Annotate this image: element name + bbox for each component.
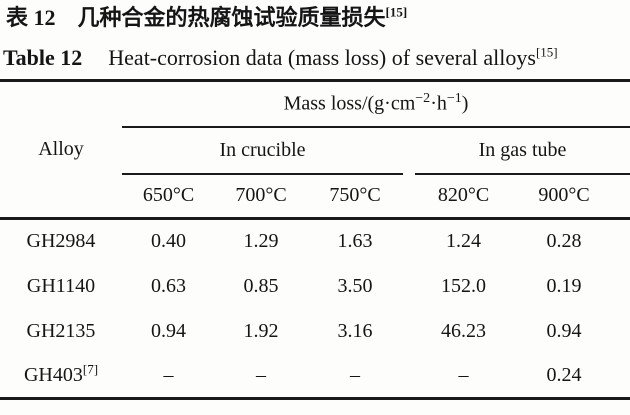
alloy-name: GH2135 (26, 319, 96, 342)
header-row-temperatures: 650°C 700°C 750°C 820°C 900°C (0, 173, 630, 220)
value-cell: – (458, 363, 469, 386)
unit-text: ) (461, 93, 469, 116)
group-gap-spacer (403, 127, 415, 174)
table-row-gh1140: GH1140 0.63 0.85 3.50 152.0 0.19 (0, 264, 630, 309)
column-header-820c: 820°C (415, 173, 512, 220)
column-header-mass-loss-unit: Mass loss/(g·cm−2·h−1) (122, 80, 630, 128)
table-number-zh: 表 12 (6, 5, 56, 30)
alloy-ref: [7] (82, 361, 99, 377)
group-gap-spacer (403, 173, 415, 220)
value-cell: 0.19 (546, 274, 582, 297)
value-cell: – (350, 363, 360, 386)
unit-text: Mass loss/(g·cm (283, 93, 416, 116)
table-row-gh2984: GH2984 0.40 1.29 1.63 1.24 0.28 (0, 219, 630, 264)
value-cell: 0.40 (151, 230, 186, 253)
value-cell: 0.94 (151, 319, 186, 342)
unit-exponent: −2 (415, 91, 431, 107)
value-cell: 46.23 (441, 319, 486, 342)
alloy-name: GH2984 (26, 230, 96, 253)
value-cell: 3.50 (337, 274, 373, 297)
table-caption-en-text: Heat-corrosion data (mass loss) of sever… (108, 45, 536, 70)
table-caption-zh-text: 几种合金的热腐蚀试验质量损失 (77, 5, 386, 30)
column-header-700c: 700°C (215, 173, 307, 220)
value-cell: 3.16 (337, 319, 373, 342)
table-row-gh403: GH403[7] – – – – 0.24 (0, 354, 630, 399)
value-cell: 0.85 (243, 274, 279, 297)
table-number-en: Table 12 (3, 45, 83, 70)
value-cell: – (256, 363, 266, 386)
unit-text: ·h (430, 93, 447, 116)
value-cell: 0.24 (546, 363, 582, 386)
group-gap-spacer (403, 264, 415, 309)
scanned-table-page: 表 12 几种合金的热腐蚀试验质量损失[15] Table 12 Heat-corr… (0, 4, 630, 415)
alloy-name-cell: GH2135 (0, 309, 122, 354)
value-cell: 1.63 (337, 230, 373, 253)
heat-corrosion-table: Alloy Mass loss/(g·cm−2·h−1) In crucible… (0, 79, 630, 400)
column-header-alloy: Alloy (0, 80, 122, 220)
table-caption-zh: 表 12 几种合金的热腐蚀试验质量损失[15] (6, 4, 630, 31)
value-cell: 0.94 (546, 319, 582, 342)
citation-ref-en: [15] (535, 44, 558, 60)
citation-ref-zh: [15] (385, 4, 408, 20)
group-gap-spacer (403, 219, 415, 264)
value-cell: 152.0 (441, 274, 486, 297)
alloy-name: GH403 (23, 363, 83, 386)
unit-exponent: −1 (446, 91, 462, 107)
alloy-name: GH1140 (26, 274, 96, 297)
table-caption-en: Table 12 Heat-corrosion data (mass loss) … (3, 44, 630, 71)
column-group-in-crucible: In crucible (122, 126, 403, 175)
alloy-name-cell: GH2984 (0, 219, 122, 264)
column-header-650c: 650°C (122, 173, 215, 220)
column-header-900c: 900°C (512, 173, 630, 220)
header-row-groups: In crucible In gas tube (0, 126, 630, 175)
header-row-unit: Alloy Mass loss/(g·cm−2·h−1) (0, 80, 630, 220)
group-gap-spacer (403, 354, 415, 399)
value-cell: – (163, 363, 174, 386)
column-group-in-gas-tube: In gas tube (415, 126, 630, 175)
alloy-name-cell: GH1140 (0, 264, 122, 309)
table-row-gh2135: GH2135 0.94 1.92 3.16 46.23 0.94 (0, 309, 630, 354)
value-cell: 1.92 (243, 319, 279, 342)
value-cell: 1.29 (243, 230, 279, 253)
value-cell: 0.28 (546, 230, 582, 253)
value-cell: 1.24 (446, 230, 481, 253)
column-header-750c: 750°C (307, 173, 403, 220)
value-cell: 0.63 (151, 274, 186, 297)
alloy-name-cell: GH403[7] (0, 354, 122, 399)
group-gap-spacer (403, 309, 415, 354)
